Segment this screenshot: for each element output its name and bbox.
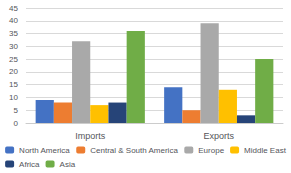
svg-text:Europe: Europe xyxy=(198,146,224,155)
svg-text:Exports: Exports xyxy=(203,131,234,141)
svg-text:15: 15 xyxy=(9,80,18,89)
svg-text:Middle East: Middle East xyxy=(244,146,287,155)
svg-text:Central & South America: Central & South America xyxy=(90,146,178,155)
svg-text:Africa: Africa xyxy=(19,160,40,169)
svg-text:0: 0 xyxy=(14,119,19,128)
svg-text:20: 20 xyxy=(9,67,18,76)
svg-text:Imports: Imports xyxy=(75,131,106,141)
svg-text:40: 40 xyxy=(9,16,18,25)
svg-text:North America: North America xyxy=(19,146,70,155)
svg-text:10: 10 xyxy=(9,93,18,102)
svg-text:5: 5 xyxy=(14,106,19,115)
svg-text:30: 30 xyxy=(9,42,18,51)
svg-text:Asia: Asia xyxy=(60,160,76,169)
svg-text:25: 25 xyxy=(9,55,18,64)
svg-text:45: 45 xyxy=(9,4,18,13)
svg-text:35: 35 xyxy=(9,29,18,38)
